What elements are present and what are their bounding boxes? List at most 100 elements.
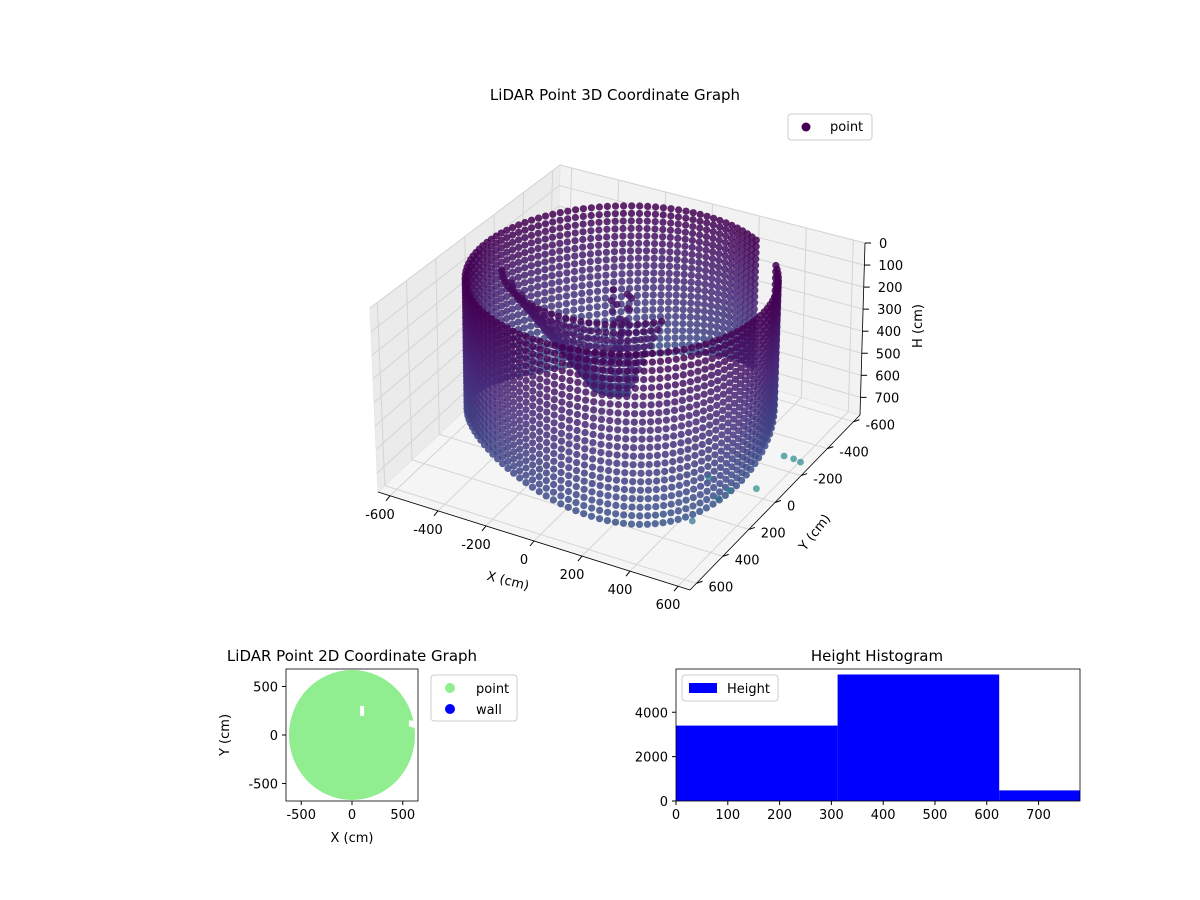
point-3d — [522, 369, 530, 377]
point-3d — [630, 427, 638, 435]
point-cloud-gap — [360, 705, 365, 716]
point-3d — [690, 485, 698, 493]
point-3d — [593, 303, 601, 311]
point-3d — [710, 214, 718, 222]
point-3d — [508, 238, 517, 246]
tick-label-hist-x: 0 — [672, 808, 680, 823]
point-3d — [564, 215, 572, 223]
point-3d — [550, 457, 558, 465]
point-3d — [651, 511, 660, 519]
point-3d — [509, 349, 517, 357]
point-3d — [564, 503, 572, 511]
tick-label-3d-y: -200 — [813, 473, 843, 488]
point-3d — [550, 450, 558, 458]
point-3d — [536, 367, 544, 376]
point-3d — [680, 263, 689, 271]
grid-line-y — [406, 280, 723, 557]
axis-3d-z — [859, 242, 866, 416]
point-3d — [607, 367, 615, 375]
point-3d — [536, 428, 544, 436]
point-3d — [636, 503, 644, 511]
point-3d — [631, 410, 639, 418]
point-3d — [596, 490, 604, 498]
point-3d — [716, 230, 724, 238]
point-3d — [628, 511, 636, 520]
point-3d — [571, 244, 579, 252]
point-3d — [700, 321, 708, 329]
point-3d — [715, 336, 723, 344]
point-3d — [588, 471, 596, 479]
point-3d — [673, 270, 681, 278]
point-3d — [547, 310, 556, 318]
point-3d — [509, 356, 517, 364]
point-3d — [535, 435, 544, 443]
point-3d — [687, 292, 695, 300]
point-3d — [626, 321, 634, 329]
point-3d — [548, 272, 556, 280]
point-3d — [627, 224, 635, 232]
chart-3d-legend-label: point — [830, 120, 863, 135]
point-3d — [729, 431, 737, 439]
point-3d — [680, 284, 688, 293]
point-3d — [542, 461, 551, 469]
point-3d — [630, 336, 638, 344]
point-3d — [521, 249, 529, 257]
point-3d — [596, 482, 604, 490]
point-3d — [632, 350, 640, 358]
tick-label-2d-x: -500 — [286, 808, 316, 823]
point-3d — [493, 345, 501, 354]
chart-2d-plot: -500 0 500 -500 0 500 — [248, 668, 419, 823]
point-3d — [664, 365, 672, 373]
tick-3d-x — [625, 570, 631, 577]
tick-label-2d-x: 500 — [390, 808, 415, 823]
point-3d — [550, 434, 558, 442]
point-3d — [541, 212, 550, 220]
point-3d — [527, 239, 536, 247]
point-3d — [737, 372, 745, 380]
point-3d — [707, 308, 715, 316]
grid-line-z — [373, 246, 863, 403]
point-3d — [682, 207, 690, 215]
point-3d — [589, 414, 598, 422]
point-3d — [635, 520, 644, 529]
point-3d — [696, 491, 704, 499]
point-3d — [516, 445, 524, 453]
point-3d — [727, 347, 735, 355]
point-3d — [577, 317, 585, 326]
point-3d — [580, 341, 589, 349]
point-3d — [677, 447, 685, 455]
point-3d — [565, 424, 573, 432]
point-3d — [732, 359, 740, 368]
point-3d — [543, 423, 551, 431]
point-cloud-notch — [408, 720, 418, 730]
point-3d — [665, 276, 673, 285]
point-3d — [729, 423, 738, 431]
point-3d — [559, 328, 567, 336]
point-3d — [682, 221, 690, 229]
point-3d — [521, 241, 529, 249]
point-3d — [703, 226, 711, 234]
point-3d — [643, 232, 651, 240]
point-3d — [504, 394, 512, 402]
point-3d — [564, 329, 573, 338]
chart-2d-x-label: X (cm) — [331, 831, 374, 846]
point-3d — [522, 376, 530, 385]
point-3d — [651, 218, 659, 226]
point-3d — [606, 392, 614, 400]
point-3d — [635, 247, 643, 255]
point-3d — [639, 384, 648, 392]
point-3d — [522, 406, 530, 414]
point-3d — [522, 333, 530, 341]
point-3d — [641, 298, 649, 307]
point-3d — [640, 350, 649, 358]
point-3d — [702, 348, 710, 357]
point-3d — [551, 365, 559, 373]
point-3d — [516, 373, 524, 381]
point-3d — [604, 500, 612, 508]
point-3d — [522, 391, 530, 399]
point-3d — [516, 409, 524, 417]
point-3d — [565, 472, 573, 480]
tick-label-3d-z: 100 — [878, 259, 903, 274]
point-3d — [656, 366, 664, 374]
point-3d — [667, 219, 675, 227]
